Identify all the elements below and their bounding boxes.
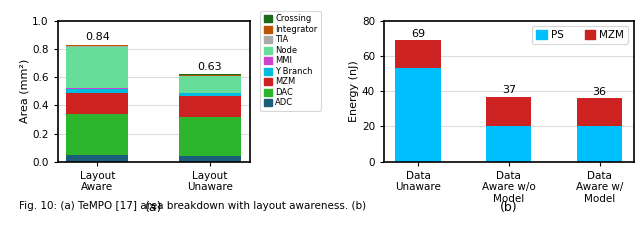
- Text: 69: 69: [411, 29, 425, 39]
- Y-axis label: Energy (nJ): Energy (nJ): [349, 60, 359, 122]
- Text: (b): (b): [500, 201, 518, 214]
- Bar: [577, 127, 622, 162]
- Text: 36: 36: [593, 87, 607, 97]
- Bar: [396, 68, 441, 162]
- Bar: [179, 117, 241, 156]
- Bar: [67, 93, 128, 114]
- Bar: [67, 155, 128, 162]
- Text: 0.84: 0.84: [85, 32, 109, 42]
- Bar: [179, 93, 241, 96]
- Bar: [67, 46, 128, 47]
- Bar: [67, 88, 128, 89]
- Bar: [67, 89, 128, 93]
- Bar: [577, 98, 622, 127]
- Y-axis label: Area (mm²): Area (mm²): [19, 59, 29, 123]
- Text: 37: 37: [502, 85, 516, 95]
- Legend: Crossing, Integrator, TIA, Node, MMI, Y Branch, MZM, DAC, ADC: Crossing, Integrator, TIA, Node, MMI, Y …: [260, 11, 321, 111]
- Bar: [67, 45, 128, 46]
- Legend: PS, MZM: PS, MZM: [532, 26, 628, 44]
- Bar: [486, 97, 531, 127]
- Bar: [179, 156, 241, 162]
- Bar: [179, 75, 241, 76]
- Bar: [486, 127, 531, 162]
- Bar: [179, 74, 241, 75]
- Bar: [179, 96, 241, 117]
- Bar: [67, 114, 128, 155]
- Bar: [67, 47, 128, 88]
- Text: 0.63: 0.63: [198, 61, 222, 72]
- Text: (a): (a): [145, 201, 163, 214]
- Bar: [179, 76, 241, 93]
- Bar: [396, 40, 441, 68]
- Text: Fig. 10: (a) TeMPO [17] area breakdown with layout awareness. (b): Fig. 10: (a) TeMPO [17] area breakdown w…: [19, 201, 366, 211]
